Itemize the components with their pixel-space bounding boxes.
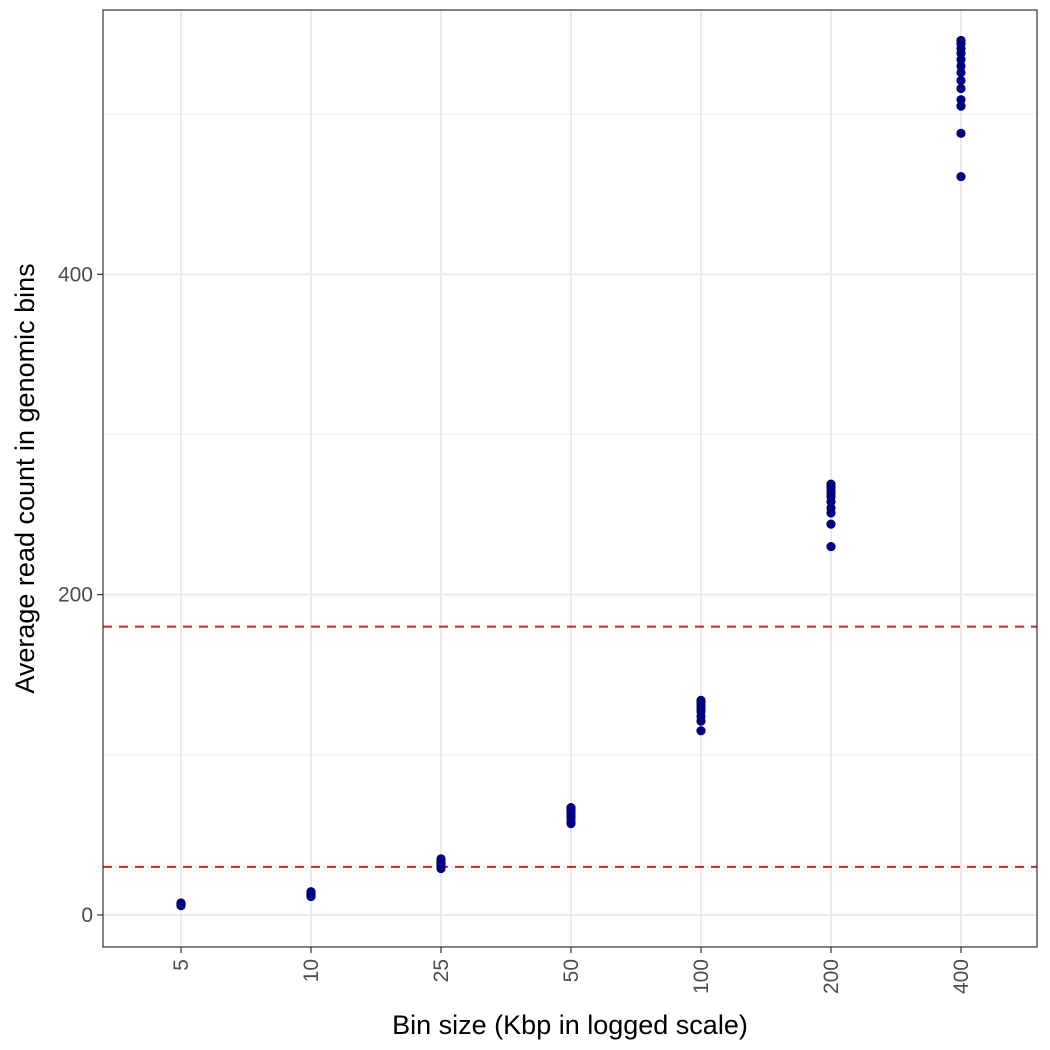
data-point — [696, 726, 706, 736]
data-point — [956, 101, 966, 111]
data-point — [956, 35, 966, 46]
major-gridlines — [103, 10, 1037, 947]
data-point — [436, 860, 446, 870]
y-tick-label: 200 — [58, 584, 93, 607]
reference-lines — [103, 625, 1037, 868]
data-point — [956, 128, 966, 138]
x-tick-label: 5 — [170, 959, 193, 971]
data-points — [176, 35, 966, 911]
y-tick-label: 0 — [81, 904, 93, 927]
data-point — [826, 519, 836, 529]
data-point — [956, 67, 966, 78]
y-axis: 0 200 400 — [58, 263, 103, 927]
data-point — [826, 503, 836, 513]
data-point — [826, 479, 836, 489]
plot-panel-border — [102, 9, 1038, 948]
x-tick-label: 10 — [300, 959, 323, 982]
x-tick-label: 200 — [820, 959, 843, 994]
data-point — [956, 75, 966, 86]
y-tick-label: 400 — [58, 263, 93, 286]
data-point — [956, 171, 966, 182]
data-point — [956, 95, 966, 105]
data-point — [306, 887, 316, 897]
x-tick-label: 25 — [430, 959, 453, 982]
data-point — [956, 55, 966, 65]
data-point — [176, 898, 186, 908]
x-tick-label: 100 — [690, 959, 713, 994]
x-axis: 5 10 25 50 100 200 400 — [170, 947, 973, 994]
data-point — [956, 61, 966, 71]
data-point — [696, 695, 706, 705]
x-tick-label: 50 — [560, 959, 583, 982]
data-point — [566, 803, 576, 813]
data-point — [826, 541, 836, 552]
data-point — [956, 83, 966, 94]
data-point — [436, 854, 446, 864]
x-axis-title: Bin size (Kbp in logged scale) — [392, 1010, 748, 1040]
y-axis-title: Average read count in genomic bins — [10, 263, 40, 693]
x-tick-label: 400 — [950, 959, 973, 994]
